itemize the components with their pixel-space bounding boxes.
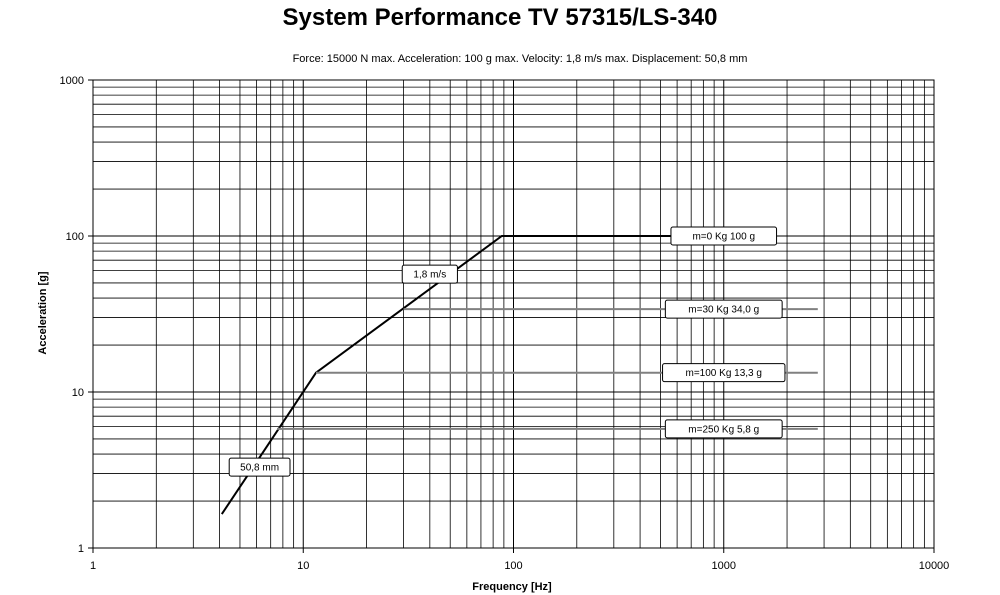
y-tick-label: 100 — [66, 231, 84, 243]
x-tick-label: 10000 — [919, 560, 950, 572]
annotation-box — [664, 419, 783, 439]
x-tick-label: 10 — [297, 560, 309, 572]
annotation-label: m=30 Kg 34,0 g — [688, 305, 759, 316]
x-tick-label: 1 — [90, 560, 96, 572]
annotation-box — [228, 457, 291, 477]
y-tick-label: 1 — [78, 543, 84, 555]
x-tick-label: 1000 — [712, 560, 736, 572]
series-line-0 — [220, 235, 692, 515]
annotation-label: m=100 Kg 13,3 g — [686, 368, 762, 379]
annotation-label: m=0 Kg 100 g — [692, 232, 755, 243]
chart-title: System Performance TV 57315/LS-340 — [282, 4, 718, 31]
x-tick-label: 100 — [504, 560, 522, 572]
annotation-label: 50,8 mm — [240, 463, 279, 474]
annotation-box — [401, 264, 458, 284]
annotation-layer: m=0 Kg 100 g m=30 Kg 34,0 g m=100 Kg 13,3 … — [228, 226, 786, 477]
grid — [88, 79, 935, 553]
x-axis-label: Frequency [Hz] — [472, 581, 552, 593]
annotation-label: m=250 Kg 5,8 g — [688, 424, 759, 435]
annotation-label: 1,8 m/s — [413, 270, 446, 281]
annotation-box — [662, 363, 786, 383]
chart-subtitle: Force: 15000 N max. Acceleration: 100 g … — [292, 53, 748, 65]
tick-layer: 1 10 100 1000 10000 1 10 100 1000 — [60, 75, 950, 572]
y-tick-label: 10 — [72, 387, 84, 399]
annotation-box — [670, 226, 778, 246]
y-tick-label: 1000 — [60, 75, 84, 87]
y-axis-label: Acceleration [g] — [37, 271, 49, 354]
annotation-box — [664, 299, 783, 319]
